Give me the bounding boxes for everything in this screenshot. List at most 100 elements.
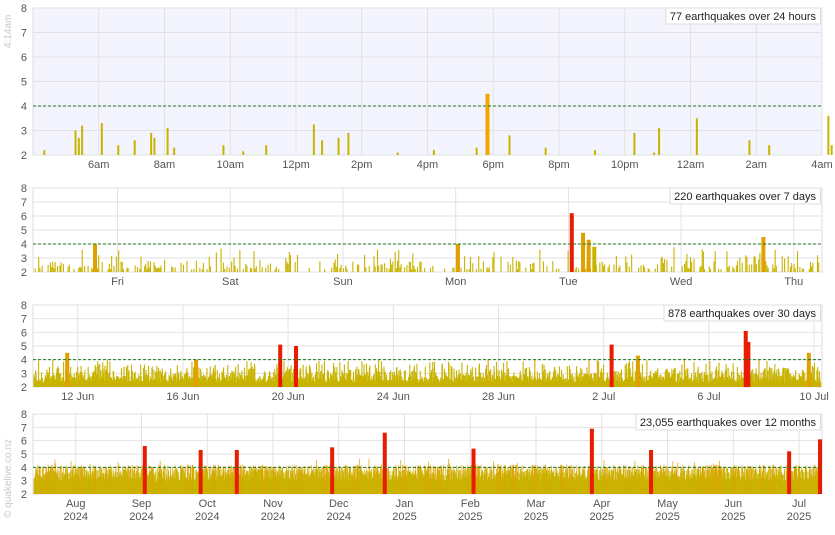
quake-bar — [321, 140, 323, 155]
quake-bar — [144, 266, 145, 272]
x-tick-label: 16 Jun — [166, 391, 199, 403]
quake-bar — [508, 262, 509, 272]
quake-bar — [401, 264, 402, 272]
quake-bar — [141, 257, 142, 272]
quake-bar — [604, 264, 605, 272]
quake-bar — [690, 257, 691, 272]
quake-bar — [817, 255, 818, 272]
quake-bar — [662, 257, 663, 272]
y-tick-label: 7 — [21, 314, 27, 326]
quake-bar — [57, 266, 58, 272]
quake-bar — [644, 267, 645, 272]
y-tick-label: 5 — [21, 449, 27, 461]
quake-bar — [245, 264, 246, 272]
quake-bar — [399, 267, 400, 272]
quake-bar — [382, 265, 383, 272]
quake-bar — [472, 263, 473, 272]
quake-bar — [486, 267, 487, 272]
quake-bar — [795, 268, 796, 272]
quake-bar — [108, 269, 109, 272]
y-tick-label: 7 — [21, 197, 27, 209]
quake-bar — [91, 268, 92, 272]
quake-bar — [799, 267, 800, 272]
x-tick-label: Nov — [263, 498, 283, 510]
quake-bar — [483, 261, 484, 272]
quake-bar — [619, 266, 620, 272]
quake-bar — [726, 251, 727, 272]
quake-bar — [276, 267, 277, 272]
quake-bar — [113, 266, 114, 272]
quake-bar — [432, 266, 433, 272]
x-tick-year-label: 2025 — [392, 511, 416, 523]
quake-bar — [682, 266, 683, 272]
quake-bar — [259, 260, 260, 272]
quake-bar — [156, 268, 157, 272]
quake-bar — [265, 145, 267, 155]
quake-bar — [758, 259, 759, 272]
quake-bar — [51, 267, 52, 272]
quake-bar — [268, 265, 269, 272]
quake-bar — [222, 145, 224, 155]
quake-bar — [609, 265, 610, 272]
quake-bar — [452, 267, 453, 272]
quake-bar — [172, 267, 173, 272]
quake-bar — [61, 262, 62, 272]
quake-bar — [68, 267, 69, 272]
quake-bar — [110, 269, 111, 272]
quake-bar — [337, 254, 338, 272]
quake-bar — [749, 265, 750, 272]
quake-bar — [810, 262, 811, 272]
quake-bar — [759, 253, 760, 272]
quake-bar — [782, 256, 783, 272]
quake-bar — [594, 150, 596, 155]
quake-bar — [181, 263, 182, 272]
quake-bar — [616, 256, 617, 272]
quake-bar — [737, 261, 738, 272]
quake-bar — [689, 269, 690, 272]
quake-bar — [69, 265, 70, 272]
quake-bar — [221, 248, 222, 272]
quake-bar — [191, 269, 192, 272]
quake-bar — [702, 249, 703, 272]
quake-bar — [395, 252, 396, 272]
quake-bar — [772, 264, 773, 272]
y-tick-label: 2 — [21, 267, 27, 279]
quake-bar — [346, 269, 347, 272]
quake-bar — [729, 266, 730, 272]
x-tick-label: 2am — [746, 159, 767, 171]
quake-bar — [493, 252, 494, 272]
quake-bar — [406, 265, 407, 272]
quake-bar — [246, 266, 247, 272]
quake-bar — [516, 261, 517, 272]
quake-bar — [206, 269, 207, 272]
x-tick-year-label: 2025 — [721, 511, 745, 523]
quake-bar — [158, 267, 159, 272]
quake-bar — [391, 265, 392, 272]
quake-bar — [578, 268, 579, 272]
x-tick-label: 8am — [154, 159, 175, 171]
x-tick-label: Aug — [66, 498, 86, 510]
quake-bar — [253, 251, 254, 272]
quake-bar — [288, 264, 289, 272]
quake-bar — [199, 268, 200, 272]
quake-bar — [53, 268, 54, 272]
x-tick-label: 4pm — [417, 159, 438, 171]
quake-bar — [613, 264, 614, 272]
quake-bar — [235, 266, 236, 272]
quake-bar — [171, 267, 172, 272]
quake-bar — [137, 267, 138, 272]
x-tick-label: 2 Jul — [592, 391, 615, 403]
quake-bar — [102, 262, 103, 272]
quake-bar — [97, 268, 98, 272]
quake-bar — [417, 267, 418, 272]
quake-bar — [818, 263, 819, 272]
x-tick-year-label: 2024 — [129, 511, 153, 523]
quake-bar — [373, 256, 374, 272]
quake-bar — [518, 261, 519, 272]
y-tick-label: 2 — [21, 150, 27, 162]
quake-bar — [239, 250, 240, 272]
quake-bar — [365, 267, 366, 272]
quake-bar — [710, 269, 711, 272]
